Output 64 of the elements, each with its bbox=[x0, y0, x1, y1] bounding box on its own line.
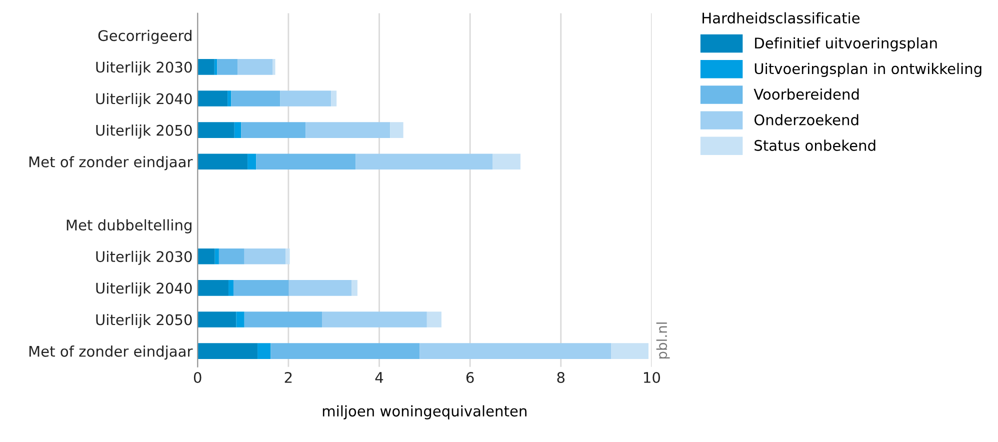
bar bbox=[198, 59, 214, 75]
legend-label: Definitief uitvoeringsplan bbox=[755, 37, 937, 52]
bar bbox=[331, 90, 337, 106]
bar bbox=[218, 248, 244, 264]
y-tick-label: Uiterlijk 2030 bbox=[96, 61, 192, 76]
bar bbox=[233, 280, 289, 296]
bar bbox=[238, 59, 273, 75]
legend-title: Hardheidsclassificatie bbox=[702, 12, 860, 24]
bar bbox=[234, 122, 242, 138]
bar bbox=[288, 280, 352, 296]
legend-label: Uitvoeringsplan in ontwikkeling bbox=[754, 62, 982, 77]
bar bbox=[352, 280, 358, 296]
x-tick-label: 4 bbox=[375, 372, 384, 383]
bar bbox=[236, 312, 244, 328]
bar bbox=[356, 154, 493, 170]
bar bbox=[256, 154, 356, 170]
bar bbox=[280, 90, 332, 106]
legend-label: Onderzoekend bbox=[754, 114, 858, 126]
y-tick-label: Met of zonder eindjaar bbox=[29, 156, 193, 170]
bar bbox=[420, 343, 612, 359]
bar bbox=[198, 122, 234, 138]
bar bbox=[198, 90, 228, 106]
bar bbox=[217, 59, 238, 75]
y-tick-label: Uiterlijk 2040 bbox=[96, 92, 192, 108]
y-tick-label: Uiterlijk 2040 bbox=[96, 282, 192, 297]
bar bbox=[228, 90, 232, 106]
bar bbox=[270, 343, 420, 359]
text: pbl.nl bbox=[656, 322, 670, 359]
bar bbox=[228, 280, 234, 296]
bar bbox=[198, 154, 248, 170]
bar bbox=[248, 154, 256, 170]
x-tick-label: 2 bbox=[284, 372, 292, 383]
x-tick-label: 0 bbox=[194, 372, 202, 384]
legend-label: Status onbekend bbox=[754, 140, 876, 151]
bar bbox=[286, 248, 290, 264]
bar bbox=[258, 343, 271, 359]
y-tick-label: Gecorrigeerd bbox=[98, 30, 192, 44]
bar bbox=[306, 122, 390, 138]
bar bbox=[198, 248, 215, 264]
bar bbox=[611, 343, 649, 359]
x-tick-label: 8 bbox=[557, 372, 565, 384]
bar bbox=[426, 312, 442, 328]
bar bbox=[492, 154, 520, 170]
bar bbox=[390, 122, 404, 138]
bar bbox=[241, 122, 306, 138]
bar bbox=[244, 312, 322, 328]
bar bbox=[198, 280, 228, 296]
bar bbox=[272, 59, 276, 75]
bar bbox=[198, 343, 258, 359]
y-tick-label: Uiterlijk 2030 bbox=[96, 250, 192, 265]
bar bbox=[214, 248, 219, 264]
y-tick-label: Met of zonder eindjaar bbox=[29, 346, 193, 360]
y-tick-label: Uiterlijk 2050 bbox=[96, 124, 192, 139]
bar bbox=[214, 59, 218, 75]
legend-label: Voorbereidend bbox=[754, 88, 859, 100]
x-axis-title: miljoen woningequivalenten bbox=[322, 405, 526, 420]
bar bbox=[231, 90, 280, 106]
x-tick-label: 6 bbox=[466, 372, 474, 384]
bar bbox=[322, 312, 427, 328]
y-tick-label: Met dubbeltelling bbox=[66, 219, 192, 234]
bar bbox=[244, 248, 286, 264]
bar bbox=[198, 312, 236, 328]
y-tick-label: Uiterlijk 2050 bbox=[96, 314, 192, 328]
x-tick-label: 10 bbox=[644, 372, 660, 384]
